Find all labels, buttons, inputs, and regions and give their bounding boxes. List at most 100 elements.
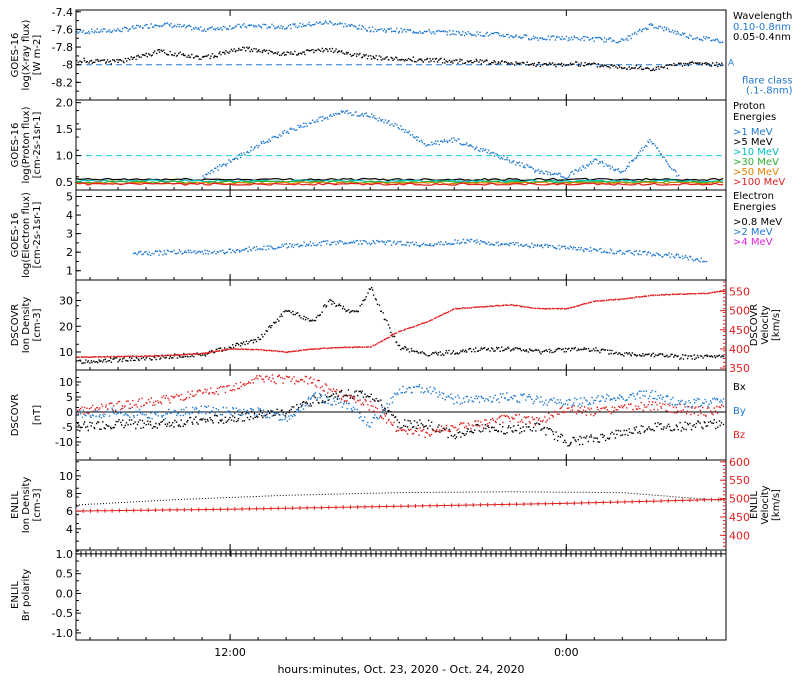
- panel-frame: [75, 279, 727, 371]
- panel-frame: [75, 549, 727, 641]
- y-axis-label-line: [cm-2s-1sr-1]: [32, 111, 43, 178]
- y-axis-label-line: GOES-16: [10, 33, 21, 78]
- legend-entry: >10 MeV: [733, 147, 779, 158]
- y-axis-label-line: [W m-2]: [32, 35, 43, 76]
- y-axis-label: GOES-16 log(Proton flux) [cm-2s-1sr-1]: [10, 106, 43, 183]
- legend-entry: >4 MeV: [733, 237, 773, 248]
- y-tick-label: 0.5: [56, 176, 74, 189]
- y2-tick-label: 600: [729, 456, 750, 469]
- y-tick-label: -7.8: [52, 41, 73, 54]
- series-Bz: [77, 374, 725, 438]
- y-tick-label: -1.0: [52, 627, 73, 640]
- y2-axis-label-line: DSCOVR: [749, 304, 760, 347]
- panel-electron: 1 2 3 4 5 GOES-16 log(Electron flux) [cm-2s-1sr…: [10, 189, 782, 281]
- series-layer: [76, 491, 726, 514]
- y-tick-label: -7.6: [52, 23, 73, 36]
- panel-frame: [75, 369, 727, 461]
- y-tick-label: 1.0: [56, 150, 74, 163]
- legend-entry: >1 MeV: [733, 127, 773, 138]
- y-tick-label: 4: [66, 523, 73, 536]
- y2-tick-label: 550: [729, 474, 750, 487]
- series-Velocity: [76, 289, 725, 358]
- y2-axis-label: ENLIL Velocity [km/s]: [749, 485, 782, 524]
- legend-title: Energies: [733, 112, 776, 123]
- y-axis-label-line: DSCOVR: [10, 304, 21, 347]
- y-tick-label: -10: [55, 436, 73, 449]
- y-axis-label-line: [cm-3]: [32, 308, 43, 341]
- legend-entry: By: [733, 406, 746, 417]
- series-Bx: [77, 389, 725, 447]
- y-tick-label: 1.0: [56, 548, 74, 561]
- y-tick-label: -8.2: [52, 76, 73, 89]
- y-axis-label-line: Br polarity: [21, 569, 32, 621]
- y-axis-label-line: GOES-16: [10, 213, 21, 258]
- panel-frame: [75, 189, 727, 281]
- reference-label: (.1-.8nm): [746, 86, 793, 97]
- y-tick-label: 6: [66, 505, 73, 518]
- y-tick-label: -8: [62, 59, 73, 72]
- y-tick-label: 0: [66, 406, 73, 419]
- y-axis-label-line: ENLIL: [10, 491, 21, 519]
- legend-entry: Bz: [733, 430, 745, 441]
- y-axis-label-line: ENLIL: [10, 581, 21, 609]
- panel-enlil_polarity: -1.0 -0.5 0.0 0.5 1.0 ENLIL Br polarity 12:00 0:…: [10, 548, 727, 659]
- y-tick-label: 0.0: [56, 587, 74, 600]
- series-layer: [76, 374, 725, 447]
- y2-axis-label-line: Velocity: [760, 305, 771, 344]
- series-Density: [76, 491, 726, 506]
- y-tick-label: -0.5: [52, 607, 73, 620]
- series-layer: [76, 20, 724, 72]
- series-layer: [76, 110, 724, 186]
- y2-tick-label: 500: [729, 493, 750, 506]
- legend-entry: 0.10-0.8nm: [733, 22, 791, 33]
- x-tick-label: 0:00: [554, 646, 579, 659]
- y-tick-label: 1.5: [56, 123, 74, 136]
- legend-entry: 0.05-0.4nm: [733, 32, 791, 43]
- y-tick-label: 0.5: [56, 568, 74, 581]
- y-axis-label-line: [nT]: [32, 405, 43, 425]
- x-axis-label: hours:minutes, Oct. 23, 2020 - Oct. 24, …: [277, 663, 524, 676]
- y-axis-label-line: log(Electron flux): [21, 192, 32, 278]
- y-tick-label: 2.0: [56, 97, 74, 110]
- series-0.10-0.8nm: [76, 20, 724, 44]
- y-axis-label-line: GOES-16: [10, 123, 21, 168]
- y-tick-label: 8: [66, 488, 73, 501]
- series-layer: [76, 550, 726, 557]
- y-axis-label-line: DSCOVR: [10, 394, 21, 437]
- legend-entry: >5 MeV: [733, 137, 773, 148]
- legend-entry: Bx: [733, 382, 746, 393]
- y2-tick-label: 400: [729, 343, 750, 356]
- legend-title: Proton: [733, 101, 765, 112]
- series->30 MeV: [76, 180, 724, 184]
- series->100 MeV: [76, 182, 724, 186]
- panel-xray: -7.4 -7.6 -7.8 -8 -8.2 GOES-16 log(X-ray flux)…: [10, 6, 793, 101]
- y-tick-label: 10: [59, 346, 73, 359]
- y-tick-label: -7.4: [52, 6, 73, 19]
- y2-tick-label: 500: [729, 305, 750, 318]
- y-tick-label: 5: [66, 391, 73, 404]
- y-tick-label: 3: [66, 228, 73, 241]
- legend-title: Energies: [733, 202, 776, 213]
- y2-tick-label: 450: [729, 324, 750, 337]
- y-axis-label-line: Ion Density: [21, 297, 32, 354]
- series->2 MeV: [132, 238, 708, 263]
- reference-label: flare class: [742, 76, 792, 87]
- y2-axis-label-line: [km/s]: [771, 489, 782, 521]
- y-tick-label: 4: [66, 209, 73, 222]
- y-tick-label: 10: [59, 376, 73, 389]
- y-axis-label: GOES-16 log(Electron flux) [cm-2s-1sr-1]: [10, 192, 43, 278]
- y-axis-label: ENLIL Ion Density [cm-3]: [10, 477, 43, 534]
- legend-entry: >30 MeV: [733, 157, 779, 168]
- y2-axis-label-line: Velocity: [760, 485, 771, 524]
- y-axis-label-line: Ion Density: [21, 477, 32, 534]
- y-tick-label: 10: [59, 470, 73, 483]
- y-tick-label: 5: [66, 190, 73, 203]
- legend-entry: >0.8 MeV: [733, 217, 782, 228]
- y-axis-label-line: log(X-ray flux): [21, 19, 32, 90]
- panel-proton: 0.5 1.0 1.5 2.0 GOES-16 log(Proton flux) [cm-2…: [10, 97, 785, 191]
- y-axis-label: ENLIL Br polarity: [10, 569, 32, 621]
- y2-axis-label-line: ENLIL: [749, 491, 760, 519]
